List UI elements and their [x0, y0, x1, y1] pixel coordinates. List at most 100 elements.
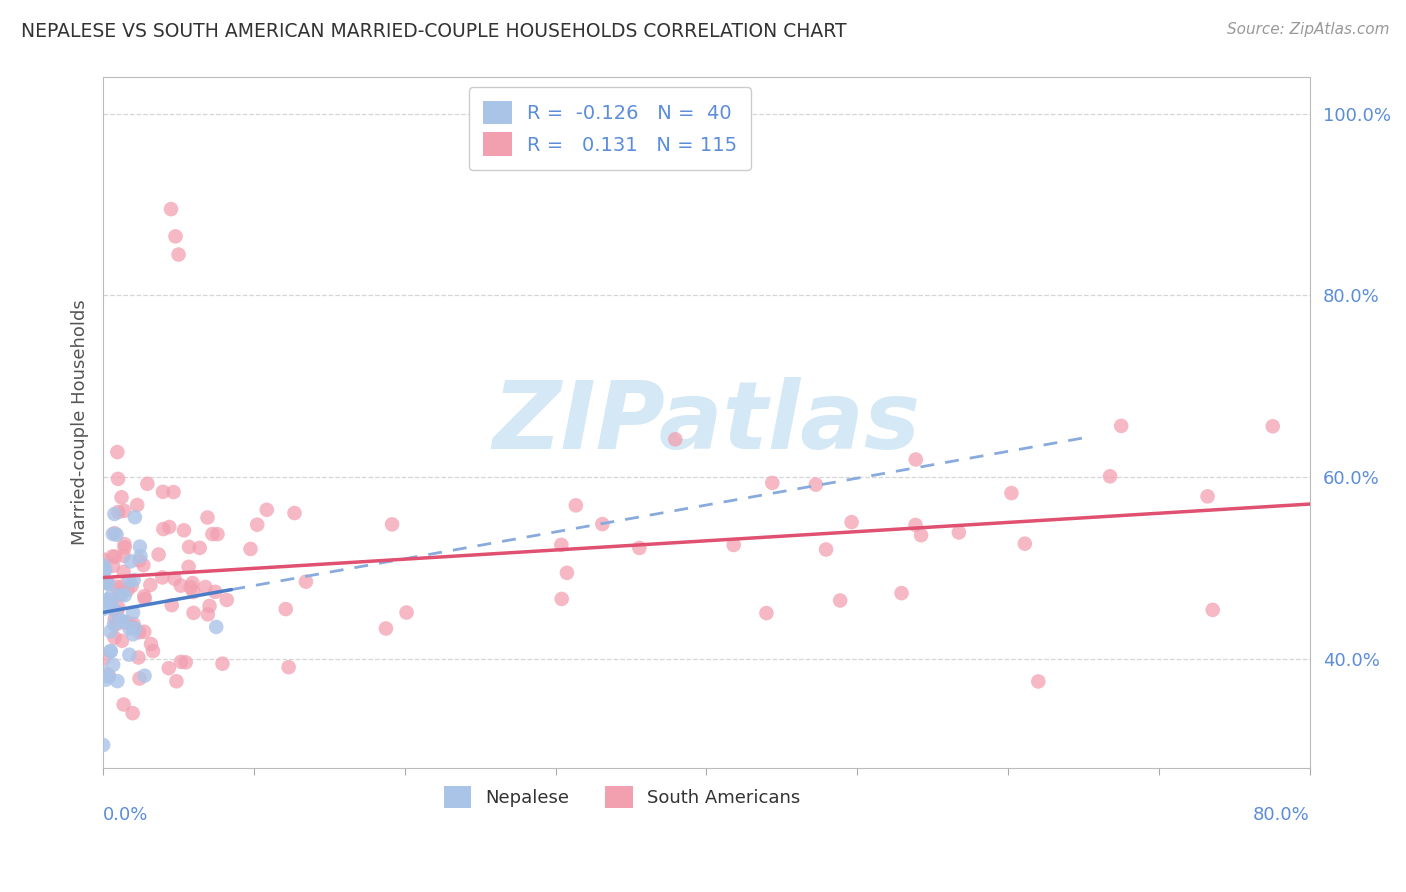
Point: [162, 485, 184, 500]
Point: [163, 572, 186, 586]
Point: [91, 552, 114, 566]
Point: [122, 627, 145, 641]
Point: [181, 576, 204, 591]
Point: [105, 605, 128, 619]
Point: [565, 499, 588, 513]
Point: [114, 541, 136, 555]
Point: [841, 515, 863, 529]
Point: [118, 574, 141, 588]
Point: [101, 558, 124, 573]
Point: [91, 738, 114, 752]
Point: [91, 566, 114, 581]
Point: [111, 614, 134, 628]
Point: [111, 579, 134, 593]
Point: [93, 601, 115, 615]
Point: [94, 574, 117, 588]
Point: [105, 580, 128, 594]
Point: [108, 587, 131, 601]
Point: [121, 620, 143, 634]
Point: [91, 665, 114, 680]
Point: [103, 617, 125, 632]
Point: [173, 524, 195, 538]
Point: [628, 541, 651, 555]
Point: [1261, 419, 1284, 434]
Text: Source: ZipAtlas.com: Source: ZipAtlas.com: [1226, 22, 1389, 37]
Point: [1098, 469, 1121, 483]
Point: [167, 247, 190, 261]
Point: [755, 606, 778, 620]
Point: [246, 517, 269, 532]
Point: [103, 507, 125, 521]
Point: [118, 621, 141, 635]
Point: [204, 584, 226, 599]
Point: [128, 672, 150, 686]
Point: [104, 549, 127, 564]
Point: [96, 593, 118, 607]
Point: [104, 526, 127, 541]
Point: [101, 549, 124, 564]
Point: [120, 554, 142, 568]
Point: [98, 670, 121, 684]
Point: [142, 644, 165, 658]
Point: [105, 617, 128, 632]
Point: [104, 612, 127, 626]
Point: [100, 644, 122, 658]
Point: [904, 452, 927, 467]
Point: [105, 445, 128, 459]
Point: [165, 229, 187, 244]
Point: [107, 600, 129, 615]
Point: [160, 202, 183, 216]
Point: [804, 477, 827, 491]
Point: [664, 432, 686, 446]
Point: [93, 651, 115, 665]
Point: [1014, 536, 1036, 550]
Point: [205, 620, 228, 634]
Point: [134, 591, 156, 606]
Point: [127, 498, 149, 512]
Point: [124, 621, 146, 635]
Point: [122, 606, 145, 620]
Point: [194, 580, 217, 594]
Point: [1197, 489, 1219, 503]
Point: [114, 537, 136, 551]
Point: [207, 527, 229, 541]
Point: [948, 525, 970, 540]
Point: [121, 579, 143, 593]
Point: [107, 674, 129, 689]
Point: [122, 573, 145, 587]
Point: [274, 602, 297, 616]
Point: [188, 541, 211, 555]
Point: [761, 475, 783, 490]
Legend: Nepalese, South Americans: Nepalese, South Americans: [434, 777, 810, 817]
Point: [551, 591, 574, 606]
Point: [114, 588, 136, 602]
Point: [97, 576, 120, 591]
Point: [100, 594, 122, 608]
Point: [170, 579, 193, 593]
Point: [128, 540, 150, 554]
Point: [395, 606, 418, 620]
Point: [93, 558, 115, 573]
Point: [177, 540, 200, 554]
Point: [100, 624, 122, 639]
Point: [381, 517, 404, 532]
Point: [160, 598, 183, 612]
Point: [94, 563, 117, 577]
Point: [183, 585, 205, 599]
Point: [152, 522, 174, 536]
Point: [283, 506, 305, 520]
Point: [1026, 674, 1049, 689]
Point: [256, 502, 278, 516]
Point: [122, 616, 145, 631]
Point: [157, 520, 180, 534]
Point: [127, 650, 149, 665]
Point: [890, 586, 912, 600]
Point: [111, 633, 134, 648]
Point: [277, 660, 299, 674]
Point: [174, 656, 197, 670]
Point: [128, 553, 150, 567]
Point: [139, 637, 162, 651]
Point: [815, 542, 838, 557]
Point: [101, 587, 124, 601]
Point: [98, 594, 121, 608]
